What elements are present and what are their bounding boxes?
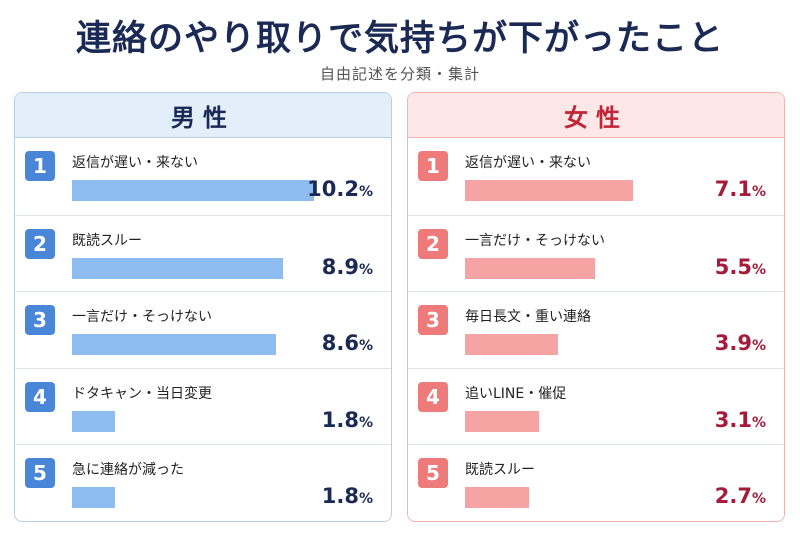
- male-category-label-2: 既読スルー: [72, 232, 142, 249]
- male-category-label-5: 急に連絡が減った: [72, 462, 184, 478]
- female-value-number-5: 2.7: [714, 484, 752, 508]
- female-row-5: 5 既読スルー 2.7%: [408, 444, 784, 521]
- female-rows: 1 返信が遅い・来ない 7.1% 2 一言だけ・そっけない 5.5% 3 毎日長文・重い連絡 3…: [408, 138, 784, 521]
- female-value-unit-1: %: [751, 184, 766, 200]
- male-row-1: 1 返信が遅い・来ない 10.2%: [15, 138, 391, 215]
- female-category-label-4: 追いLINE・催促: [465, 385, 567, 402]
- male-rank-badge-4: 4: [25, 381, 55, 412]
- female-value-unit-3: %: [751, 338, 766, 354]
- female-bar-1: [465, 180, 633, 201]
- male-bar-2: [72, 257, 283, 279]
- male-panel-title: 男性: [15, 93, 391, 138]
- female-rank-badge-5: 5: [418, 458, 448, 488]
- female-value-label-4: 3.1%: [715, 408, 766, 432]
- male-value-unit-4: %: [358, 414, 373, 431]
- chart-title: 連絡のやり取りで気持ちが下がったこと: [75, 19, 724, 59]
- female-category-label-5: 既読スルー: [465, 462, 535, 478]
- male-value-number-5: 1.8: [321, 484, 359, 508]
- male-row-2: 2 既読スルー 8.9%: [15, 214, 391, 292]
- male-bar-1: [72, 180, 314, 201]
- female-value-unit-5: %: [751, 491, 766, 507]
- male-row-4: 4 ドタキャン・当日変更 1.8%: [15, 367, 391, 445]
- female-value-unit-2: %: [751, 261, 766, 278]
- male-category-label-1: 返信が遅い・来ない: [72, 155, 198, 171]
- male-value-unit-2: %: [358, 261, 373, 278]
- female-panel: 女性 1 返信が遅い・来ない 7.1% 2 一言だけ・そっけない 5.5% 3 毎日長文・重い…: [407, 92, 785, 522]
- female-row-2: 2 一言だけ・そっけない 5.5%: [408, 214, 784, 292]
- male-rank-badge-2: 2: [25, 228, 55, 259]
- male-rows: 1 返信が遅い・来ない 10.2% 2 既読スルー 8.9% 3 一言だけ・そっけない 8.6%…: [15, 138, 391, 521]
- male-panel: 男性 1 返信が遅い・来ない 10.2% 2 既読スルー 8.9% 3 一言だけ・そっけない 8…: [14, 92, 392, 522]
- male-rank-badge-3: 3: [25, 305, 55, 335]
- female-value-unit-4: %: [751, 414, 766, 431]
- male-value-number-4: 1.8: [321, 407, 359, 432]
- male-value-label-4: 1.8%: [322, 408, 373, 432]
- male-rank-badge-5: 5: [25, 458, 55, 488]
- female-category-label-3: 毎日長文・重い連絡: [465, 309, 591, 325]
- male-bar-3: [72, 334, 276, 355]
- female-value-label-2: 5.5%: [715, 255, 766, 279]
- female-panel-title: 女性: [408, 93, 784, 138]
- female-rank-badge-3: 3: [418, 305, 448, 335]
- male-category-label-3: 一言だけ・そっけない: [72, 309, 212, 325]
- male-row-3: 3 一言だけ・そっけない 8.6%: [15, 291, 391, 368]
- male-value-label-1: 10.2%: [307, 177, 373, 201]
- female-bar-5: [465, 487, 529, 508]
- female-row-4: 4 追いLINE・催促 3.1%: [408, 367, 784, 445]
- male-category-label-4: ドタキャン・当日変更: [72, 385, 212, 402]
- male-value-number-3: 8.6: [321, 331, 359, 355]
- female-rank-badge-4: 4: [418, 381, 448, 412]
- male-row-5: 5 急に連絡が減った 1.8%: [15, 444, 391, 521]
- female-bar-4: [465, 410, 539, 432]
- female-row-1: 1 返信が遅い・来ない 7.1%: [408, 138, 784, 215]
- male-value-number-2: 8.9: [321, 254, 359, 279]
- female-value-number-1: 7.1: [714, 177, 752, 201]
- female-category-label-1: 返信が遅い・来ない: [465, 155, 591, 171]
- male-value-unit-3: %: [358, 338, 373, 354]
- female-value-number-4: 3.1: [714, 407, 752, 432]
- female-value-number-2: 5.5: [714, 254, 752, 279]
- female-value-label-1: 7.1%: [715, 177, 766, 201]
- female-value-number-3: 3.9: [714, 331, 752, 355]
- female-value-label-3: 3.9%: [715, 331, 766, 355]
- female-bar-3: [465, 334, 558, 355]
- male-value-label-5: 1.8%: [322, 484, 373, 508]
- male-bar-5: [72, 487, 115, 508]
- male-bar-4: [72, 410, 115, 432]
- female-category-label-2: 一言だけ・そっけない: [465, 232, 605, 249]
- female-bar-2: [465, 257, 595, 279]
- female-rank-badge-2: 2: [418, 228, 448, 259]
- male-value-unit-1: %: [358, 184, 373, 200]
- male-value-label-2: 8.9%: [322, 255, 373, 279]
- male-rank-badge-1: 1: [25, 151, 55, 181]
- female-value-label-5: 2.7%: [715, 484, 766, 508]
- female-rank-badge-1: 1: [418, 151, 448, 181]
- chart-subtitle: 自由記述を分類・集計: [319, 65, 480, 83]
- male-value-unit-5: %: [358, 491, 373, 507]
- male-value-number-1: 10.2: [307, 177, 359, 201]
- female-row-3: 3 毎日長文・重い連絡 3.9%: [408, 291, 784, 368]
- male-value-label-3: 8.6%: [322, 331, 373, 355]
